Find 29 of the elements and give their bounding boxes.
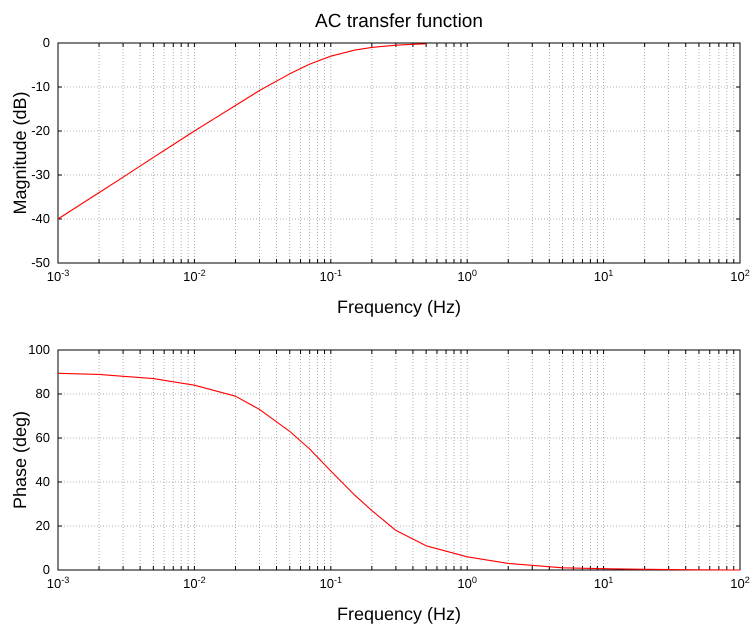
y-tick-label: -30 [31, 167, 50, 182]
y-tick-label: 60 [36, 430, 50, 446]
y-tick-label: -50 [31, 255, 50, 270]
x-tick-label: 10$^{2}$ [730, 268, 750, 284]
x-tick-label: 10$^{-2}$ [183, 575, 206, 591]
y-axis-title: Phase (deg) [10, 410, 30, 510]
x-axis-title: Frequency (Hz) [336, 297, 462, 317]
y-axis-title: Magnitude (dB) [10, 91, 30, 215]
x-tick-label: 10$^{1}$ [594, 268, 614, 284]
x-tick-label: 10$^{0}$ [457, 575, 477, 591]
y-tick-label: 40 [36, 474, 50, 490]
y-tick-label: 20 [36, 518, 50, 534]
y-tick-label: 0 [42, 562, 50, 578]
y-tick-label: -10 [31, 79, 50, 94]
x-tick-label: 10$^{1}$ [594, 575, 614, 591]
y-tick-label: -40 [31, 211, 50, 226]
x-axis-title: Frequency (Hz) [336, 604, 462, 624]
y-tick-label: 100 [28, 342, 50, 358]
y-tick-label: -20 [31, 123, 50, 138]
chart-title: AC transfer function [315, 11, 483, 32]
y-tick-label: 80 [36, 386, 50, 402]
x-tick-label: 10$^{-2}$ [183, 268, 206, 284]
x-tick-label: 10$^{2}$ [730, 575, 750, 591]
x-tick-label: 10$^{-1}$ [320, 575, 342, 591]
x-tick-label: 10$^{-3}$ [46, 268, 70, 284]
x-tick-label: 10$^{-3}$ [46, 575, 70, 591]
x-tick-label: 10$^{0}$ [457, 268, 477, 284]
x-tick-label: 10$^{-1}$ [320, 268, 342, 284]
y-tick-label: 0 [42, 35, 50, 50]
